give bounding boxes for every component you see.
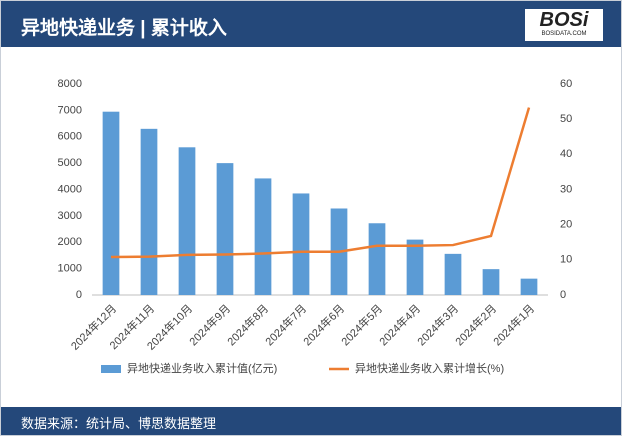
y-tick-label: 4000 [58,183,82,195]
bar [520,278,538,295]
y-tick-label: 7000 [58,104,82,116]
bar [140,128,158,295]
bar [254,178,272,295]
y2-tick-label: 50 [560,113,572,125]
logo: BOSi BOSIDATA.COM [525,9,603,41]
y2-tick-label: 20 [560,219,572,231]
bar [368,223,386,295]
y-tick-label: 6000 [58,131,82,143]
bar [482,269,500,295]
y-tick-label: 3000 [58,210,82,222]
logo-url: BOSIDATA.COM [541,31,587,37]
y-tick-label: 2000 [58,236,82,248]
bar [292,193,310,295]
bar [444,253,462,295]
legend-label: 异地快递业务收入累计值(亿元) [127,361,277,375]
y-tick-label: 0 [76,289,82,301]
x-tick-label: 2024年1月 [490,301,537,348]
line [110,107,531,259]
y2-tick-label: 30 [560,183,572,195]
logo-text: BOSi [539,9,589,31]
bar [216,163,234,295]
y2-tick-label: 60 [560,78,572,90]
y2-tick-label: 40 [560,148,572,160]
y-tick-label: 5000 [58,157,82,169]
legend-label: 异地快递业务收入累计增长(%) [355,361,504,375]
legend-swatch [101,365,121,373]
y-tick-label: 1000 [58,263,82,275]
y2-tick-label: 10 [560,254,572,266]
bar [102,111,120,295]
bar [406,239,424,295]
source: 数据来源：统计局、博思数据整理 [21,416,217,431]
title: 异地快递业务 | 累计收入 [21,18,227,39]
y2-tick-label: 0 [560,289,566,301]
footer: 数据来源：统计局、博思数据整理 [1,407,621,435]
bar [178,147,196,295]
chart: 0 1000 2000 3000 4000 5000 6000 7000 8000 0 10 20 30… [58,78,573,375]
header: 异地快递业务 | 累计收入 BOSi BOSIDATA.COM [1,1,621,47]
y-tick-label: 8000 [58,78,82,90]
